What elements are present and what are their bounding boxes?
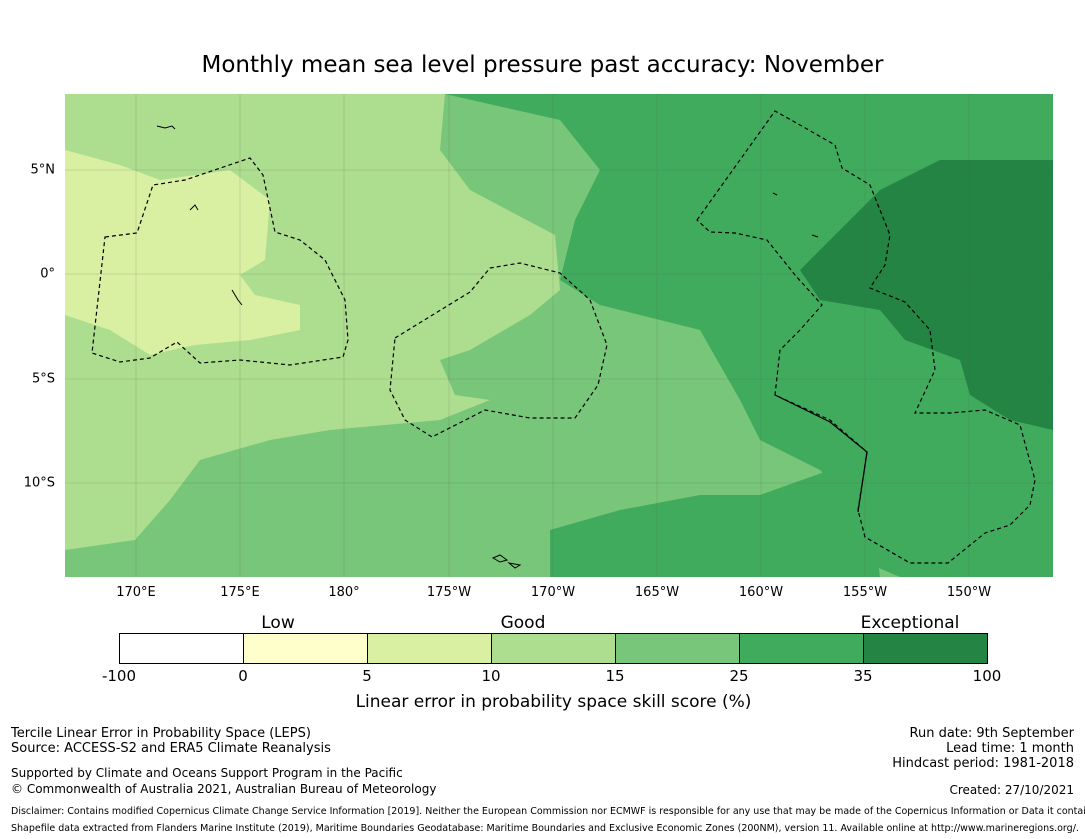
- colorbar-label: Linear error in probability space skill …: [355, 692, 752, 712]
- colorbar-segment: [740, 634, 864, 663]
- lon-label-165w: 165°W: [634, 585, 680, 600]
- footer-support: Supported by Climate and Oceans Support …: [11, 766, 403, 780]
- maritime-border-solid: [774, 394, 868, 513]
- colorbar-tick: 15: [605, 667, 625, 685]
- legend-category-good: Good: [500, 613, 546, 633]
- eez-boundary-east-north: [696, 110, 1036, 564]
- footer-run-date: Run date: 9th September: [909, 726, 1074, 741]
- eez-boundary-west: [91, 157, 349, 366]
- colorbar-tick: 25: [729, 667, 749, 685]
- footer-source: Source: ACCESS-S2 and ERA5 Climate Reana…: [11, 741, 331, 756]
- footer-shapefile-credit: Shapefile data extracted from Flanders M…: [11, 823, 1079, 834]
- lon-label-155w: 155°W: [842, 585, 888, 600]
- colorbar-tick: -100: [101, 667, 137, 685]
- lon-label-180: 180°: [328, 585, 360, 600]
- footer-copyright: © Commonwealth of Australia 2021, Austra…: [11, 782, 437, 796]
- footer-lead-time: Lead time: 1 month: [946, 741, 1074, 756]
- lon-label-150w: 150°W: [946, 585, 992, 600]
- colorbar-segment: [492, 634, 616, 663]
- lat-label-10s: 10°S: [23, 475, 55, 491]
- colorbar-segment: [120, 634, 244, 663]
- footer-method: Tercile Linear Error in Probability Spac…: [11, 726, 311, 741]
- lon-label-160w: 160°W: [738, 585, 784, 600]
- lat-label-0: 0°: [40, 266, 55, 282]
- colorbar-tick: 100: [972, 667, 1002, 685]
- coastline-islands: [156, 125, 819, 569]
- footer-created-date: Created: 27/10/2021: [949, 783, 1074, 797]
- lon-label-175e: 175°E: [220, 585, 260, 600]
- colorbar-segment: [616, 634, 740, 663]
- high-skill-region-south: [550, 470, 880, 577]
- colorbar-tick: 0: [238, 667, 248, 685]
- exceptional-skill-region: [800, 160, 1053, 430]
- footer-disclaimer: Disclaimer: Contains modified Copernicus…: [11, 806, 1085, 817]
- skill-score-map: [65, 94, 1053, 577]
- lat-label-5n: 5°N: [30, 162, 56, 178]
- colorbar-segment: [864, 634, 987, 663]
- eez-boundary-central: [389, 262, 608, 438]
- lon-label-175w: 175°W: [426, 585, 472, 600]
- legend-category-exceptional: Exceptional: [860, 613, 960, 633]
- footer-hindcast-period: Hindcast period: 1981-2018: [892, 756, 1074, 771]
- map-gridlines: [65, 94, 1053, 577]
- lon-label-170w: 170°W: [530, 585, 576, 600]
- colorbar-tick: 5: [362, 667, 372, 685]
- colorbar-tick: 10: [481, 667, 501, 685]
- colorbar-segment: [244, 634, 368, 663]
- lat-label-5s: 5°S: [31, 371, 55, 387]
- map-title: Monthly mean sea level pressure past acc…: [201, 52, 884, 78]
- legend-category-low: Low: [261, 613, 295, 633]
- colorbar-segment: [368, 634, 492, 663]
- lon-label-170e: 170°E: [116, 585, 156, 600]
- legend-colorbar: [119, 633, 988, 664]
- colorbar-tick: 35: [853, 667, 873, 685]
